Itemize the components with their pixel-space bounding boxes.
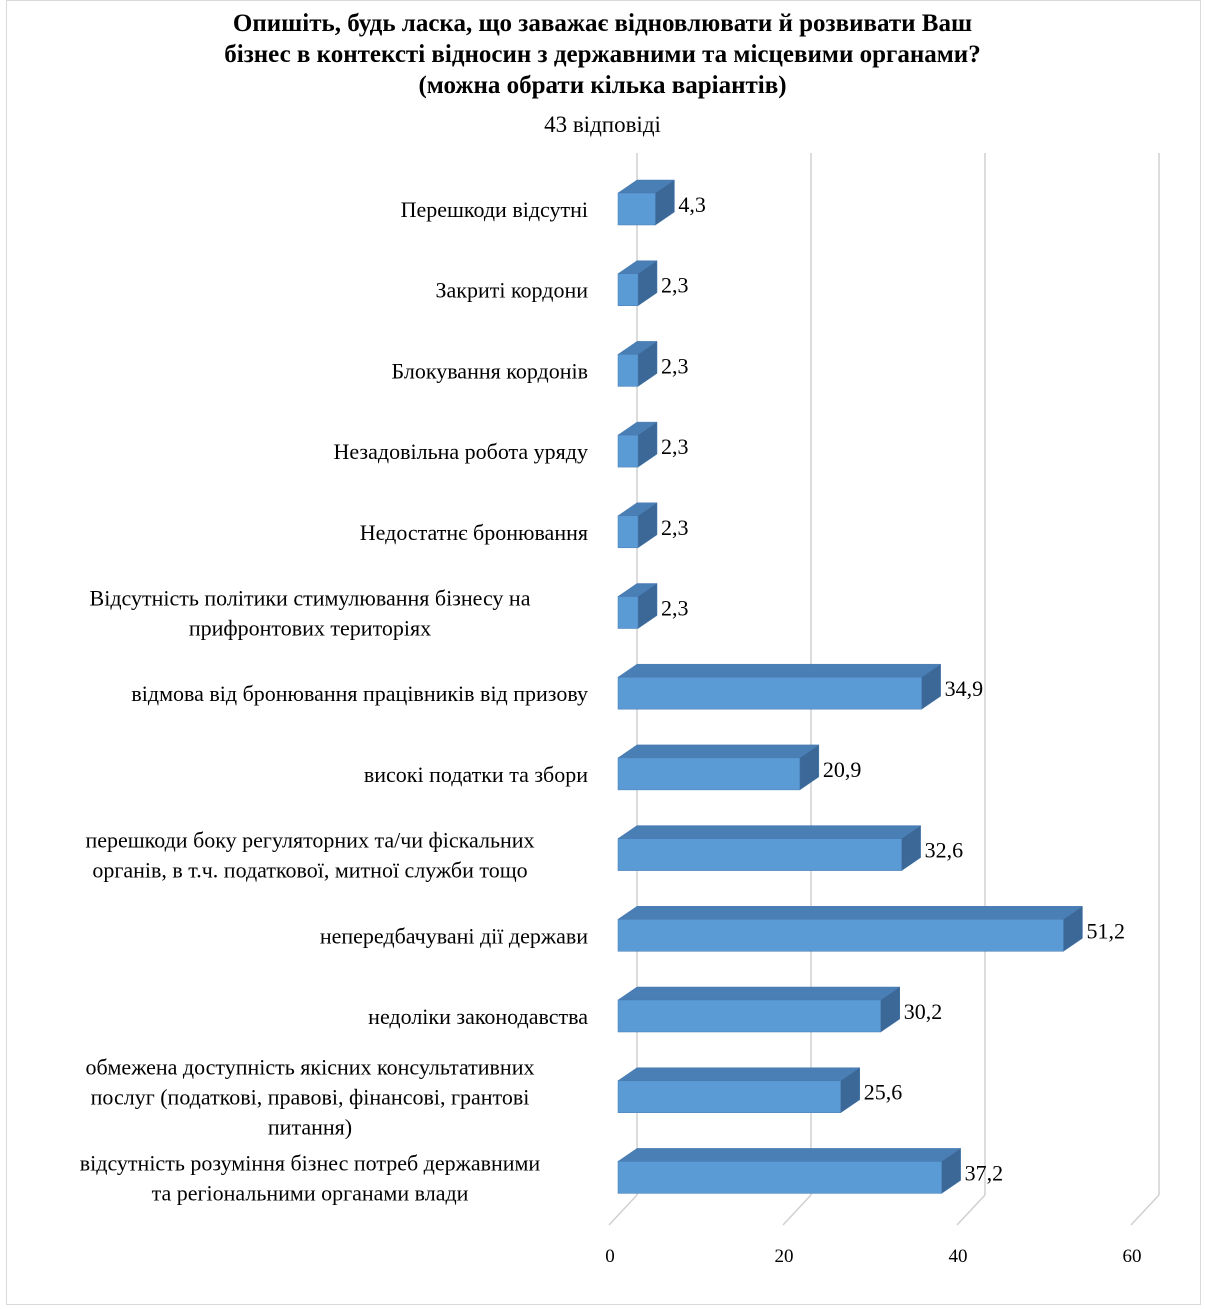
bar-front-face bbox=[617, 515, 639, 549]
category-labels: Перешкоди відсутні Закриті кордони Блокува… bbox=[80, 197, 588, 1205]
value-label: 20,9 bbox=[823, 757, 862, 782]
bar-top-face bbox=[617, 986, 901, 1001]
bar bbox=[617, 583, 658, 629]
bar-front-face bbox=[617, 192, 656, 226]
bar-front-face bbox=[617, 838, 902, 871]
value-label: 4,3 bbox=[678, 192, 706, 217]
chart-title: Опишіть, будь ласка, що заважає відновлю… bbox=[0, 8, 1205, 101]
value-label: 32,6 bbox=[925, 838, 964, 863]
bar-front-face bbox=[617, 1080, 841, 1113]
bars bbox=[617, 179, 1084, 1194]
bar-top-face bbox=[617, 1148, 962, 1162]
bar-front-face bbox=[617, 1161, 942, 1194]
bar-top-face bbox=[617, 663, 942, 678]
category-label: Недостатнє бронювання bbox=[360, 520, 588, 545]
bar-front-face bbox=[617, 273, 639, 306]
bar-top-face bbox=[617, 825, 922, 839]
category-label: прифронтових територіях bbox=[189, 616, 431, 641]
value-labels: 4,3 2,3 2,3 2,3 2,3 2,3 34,9 20,9 32,6 51,2 30,2 25… bbox=[661, 192, 1125, 1185]
value-label: 2,3 bbox=[661, 434, 689, 459]
bar bbox=[617, 825, 922, 872]
x-tick-label: 0 bbox=[605, 1246, 615, 1267]
value-label: 37,2 bbox=[965, 1160, 1004, 1185]
bar-front-face bbox=[617, 999, 881, 1033]
bar bbox=[617, 1147, 962, 1194]
chart-title-line-3: (можна обрати кілька варіантів) bbox=[418, 72, 787, 99]
category-label: послуг (податкові, правові, фінансові, г… bbox=[91, 1085, 530, 1110]
category-label: відсутність розуміння бізнес потреб держ… bbox=[80, 1150, 541, 1175]
category-label: Закриті кордони bbox=[436, 278, 589, 303]
x-tick-label: 40 bbox=[949, 1246, 968, 1267]
bar bbox=[617, 1067, 861, 1114]
category-label: Незадовільна робота уряду bbox=[334, 439, 588, 464]
category-label: Перешкоди відсутні bbox=[401, 197, 588, 222]
bar-top-face bbox=[617, 906, 1084, 920]
chart-frame bbox=[6, 0, 1201, 1305]
category-label: перешкоди боку регуляторних та/чи фіскал… bbox=[85, 828, 534, 853]
category-label: та регіональними органами влади bbox=[152, 1180, 469, 1205]
bar-top-face bbox=[617, 744, 820, 759]
gridline-floor bbox=[956, 1194, 986, 1226]
bar-front-face bbox=[617, 596, 639, 629]
category-label: обмежена доступність якісних консультати… bbox=[86, 1055, 535, 1080]
category-label: недоліки законодавства bbox=[368, 1004, 588, 1029]
value-label: 30,2 bbox=[904, 999, 943, 1024]
category-label: питання) bbox=[268, 1115, 352, 1140]
bar-front-face bbox=[617, 354, 639, 387]
bar bbox=[617, 502, 658, 549]
gridline-floor bbox=[608, 1194, 638, 1226]
bar bbox=[617, 744, 820, 791]
chart-title-line-1: Опишіть, будь ласка, що заважає відновлю… bbox=[232, 10, 973, 37]
category-label: високі податки та збори bbox=[364, 762, 588, 787]
x-tick-label: 60 bbox=[1123, 1246, 1142, 1267]
value-label: 34,9 bbox=[945, 676, 984, 701]
value-label: 25,6 bbox=[864, 1080, 903, 1105]
bar bbox=[617, 663, 942, 710]
category-label: Відсутність політики стимулювання бізнес… bbox=[90, 586, 531, 611]
bar-front-face bbox=[617, 757, 801, 791]
bar bbox=[617, 421, 658, 468]
category-label: органів, в т.ч. податкової, митної служб… bbox=[92, 858, 527, 883]
value-label: 2,3 bbox=[661, 353, 689, 378]
bar bbox=[617, 340, 658, 387]
category-label: непередбачувані дії держави bbox=[320, 923, 588, 948]
category-label: відмова від бронювання працівників від п… bbox=[131, 681, 588, 706]
bar bbox=[617, 986, 901, 1033]
chart-title-line-2: бізнес в контексті відносин з державними… bbox=[224, 41, 981, 68]
x-axis-ticks: 0 20 40 60 bbox=[605, 1246, 1141, 1267]
bar bbox=[617, 905, 1084, 952]
bar-front-face bbox=[617, 676, 922, 710]
bar-front-face bbox=[617, 434, 639, 468]
bar bbox=[617, 260, 658, 307]
bar bbox=[617, 179, 676, 226]
gridline-floor bbox=[1130, 1194, 1160, 1226]
bar-front-face bbox=[617, 919, 1064, 952]
value-label: 2,3 bbox=[661, 596, 689, 621]
value-label: 51,2 bbox=[1086, 918, 1125, 943]
category-label: Блокування кордонів bbox=[392, 358, 588, 383]
x-tick-label: 20 bbox=[775, 1246, 794, 1267]
bar-top-face bbox=[617, 1067, 861, 1081]
value-label: 2,3 bbox=[661, 273, 689, 298]
value-label: 2,3 bbox=[661, 515, 689, 540]
chart-subtitle: 43 відповіді bbox=[544, 112, 661, 137]
gridline-floor bbox=[782, 1194, 812, 1226]
